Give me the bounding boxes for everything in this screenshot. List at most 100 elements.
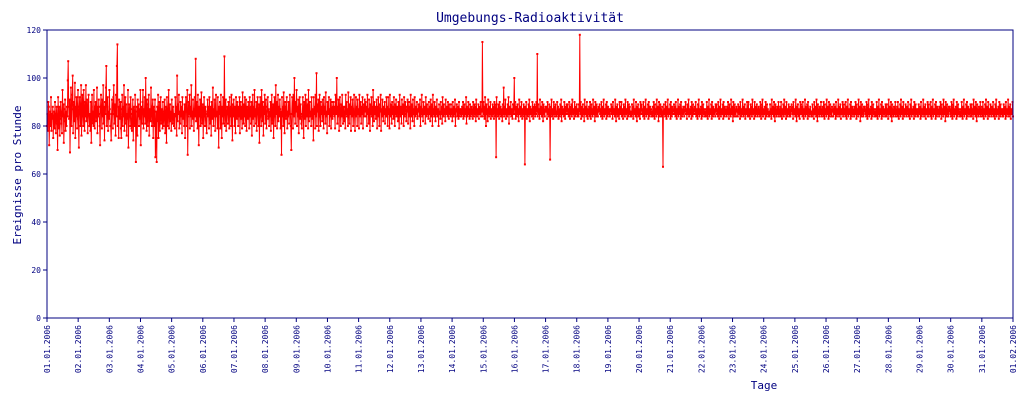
data-point xyxy=(770,98,773,101)
data-point xyxy=(133,125,136,127)
data-point xyxy=(869,113,872,115)
data-point xyxy=(330,110,333,113)
data-point xyxy=(546,101,549,103)
data-point xyxy=(492,117,495,120)
data-point xyxy=(358,93,361,96)
data-point xyxy=(975,110,978,113)
data-point xyxy=(997,105,1000,108)
data-point xyxy=(860,115,863,118)
data-point xyxy=(55,105,58,108)
data-point xyxy=(354,96,357,99)
data-point xyxy=(64,129,67,132)
data-point xyxy=(857,115,860,118)
data-point xyxy=(357,108,360,111)
data-point xyxy=(86,132,89,135)
data-point xyxy=(164,115,167,118)
data-point xyxy=(469,110,472,113)
data-point xyxy=(255,129,258,132)
data-point xyxy=(456,113,459,115)
data-point xyxy=(253,89,256,91)
data-point xyxy=(171,122,174,125)
data-point xyxy=(393,125,396,127)
data-point xyxy=(155,110,158,113)
data-point xyxy=(686,110,689,113)
data-point xyxy=(402,125,405,127)
data-point xyxy=(533,103,536,106)
data-point xyxy=(915,108,918,111)
data-point xyxy=(172,115,175,118)
data-point xyxy=(138,117,141,120)
data-point xyxy=(698,108,701,111)
data-point xyxy=(555,113,558,115)
data-point xyxy=(905,115,908,118)
data-point xyxy=(318,93,321,96)
data-point xyxy=(779,105,782,108)
data-point xyxy=(887,98,890,101)
data-point xyxy=(469,103,471,106)
data-point xyxy=(967,105,970,108)
data-point xyxy=(542,113,545,115)
data-point xyxy=(816,110,818,113)
data-point xyxy=(970,115,973,118)
data-point xyxy=(67,105,70,108)
data-point xyxy=(742,115,745,118)
data-point xyxy=(954,105,957,108)
data-point xyxy=(319,115,321,118)
data-point xyxy=(493,101,496,103)
data-point xyxy=(174,96,177,99)
data-point xyxy=(105,65,108,67)
data-point xyxy=(885,115,888,118)
data-point xyxy=(307,89,310,91)
data-point xyxy=(963,108,966,111)
data-point xyxy=(585,105,587,108)
data-point xyxy=(725,110,728,113)
data-point xyxy=(282,125,285,127)
data-point xyxy=(428,113,431,115)
data-point xyxy=(616,103,619,106)
data-point xyxy=(929,115,932,118)
data-point xyxy=(117,137,120,139)
data-point xyxy=(571,98,574,101)
data-point xyxy=(635,120,638,123)
data-point xyxy=(226,105,229,108)
data-point xyxy=(980,113,983,115)
data-point xyxy=(449,108,452,111)
data-point xyxy=(1004,105,1006,108)
data-point xyxy=(269,101,272,103)
data-point xyxy=(953,108,956,111)
data-point xyxy=(724,113,727,115)
data-point xyxy=(370,115,373,118)
data-point xyxy=(879,110,882,113)
data-point xyxy=(292,127,294,130)
data-point xyxy=(303,101,306,103)
data-point xyxy=(643,105,646,108)
data-point xyxy=(610,103,613,106)
data-point xyxy=(830,108,833,111)
data-point xyxy=(868,108,871,111)
data-point xyxy=(511,110,514,113)
data-point xyxy=(886,113,889,115)
data-point xyxy=(453,113,456,115)
data-point xyxy=(60,110,63,113)
data-point xyxy=(263,113,266,115)
data-point xyxy=(315,125,318,127)
data-point xyxy=(502,113,505,115)
data-point xyxy=(989,113,991,115)
data-point xyxy=(911,110,914,113)
data-point xyxy=(252,117,255,120)
data-point xyxy=(710,117,713,120)
data-point xyxy=(467,113,470,115)
data-point xyxy=(459,113,462,115)
data-point xyxy=(808,113,811,115)
data-point xyxy=(47,101,50,103)
data-point xyxy=(963,115,966,118)
data-point xyxy=(114,103,117,106)
data-point xyxy=(335,113,337,115)
data-point xyxy=(351,98,354,101)
data-point xyxy=(501,103,504,106)
data-point xyxy=(693,105,696,108)
data-point xyxy=(696,110,698,113)
data-point xyxy=(610,113,613,115)
data-point xyxy=(407,110,410,113)
data-point xyxy=(556,101,559,103)
